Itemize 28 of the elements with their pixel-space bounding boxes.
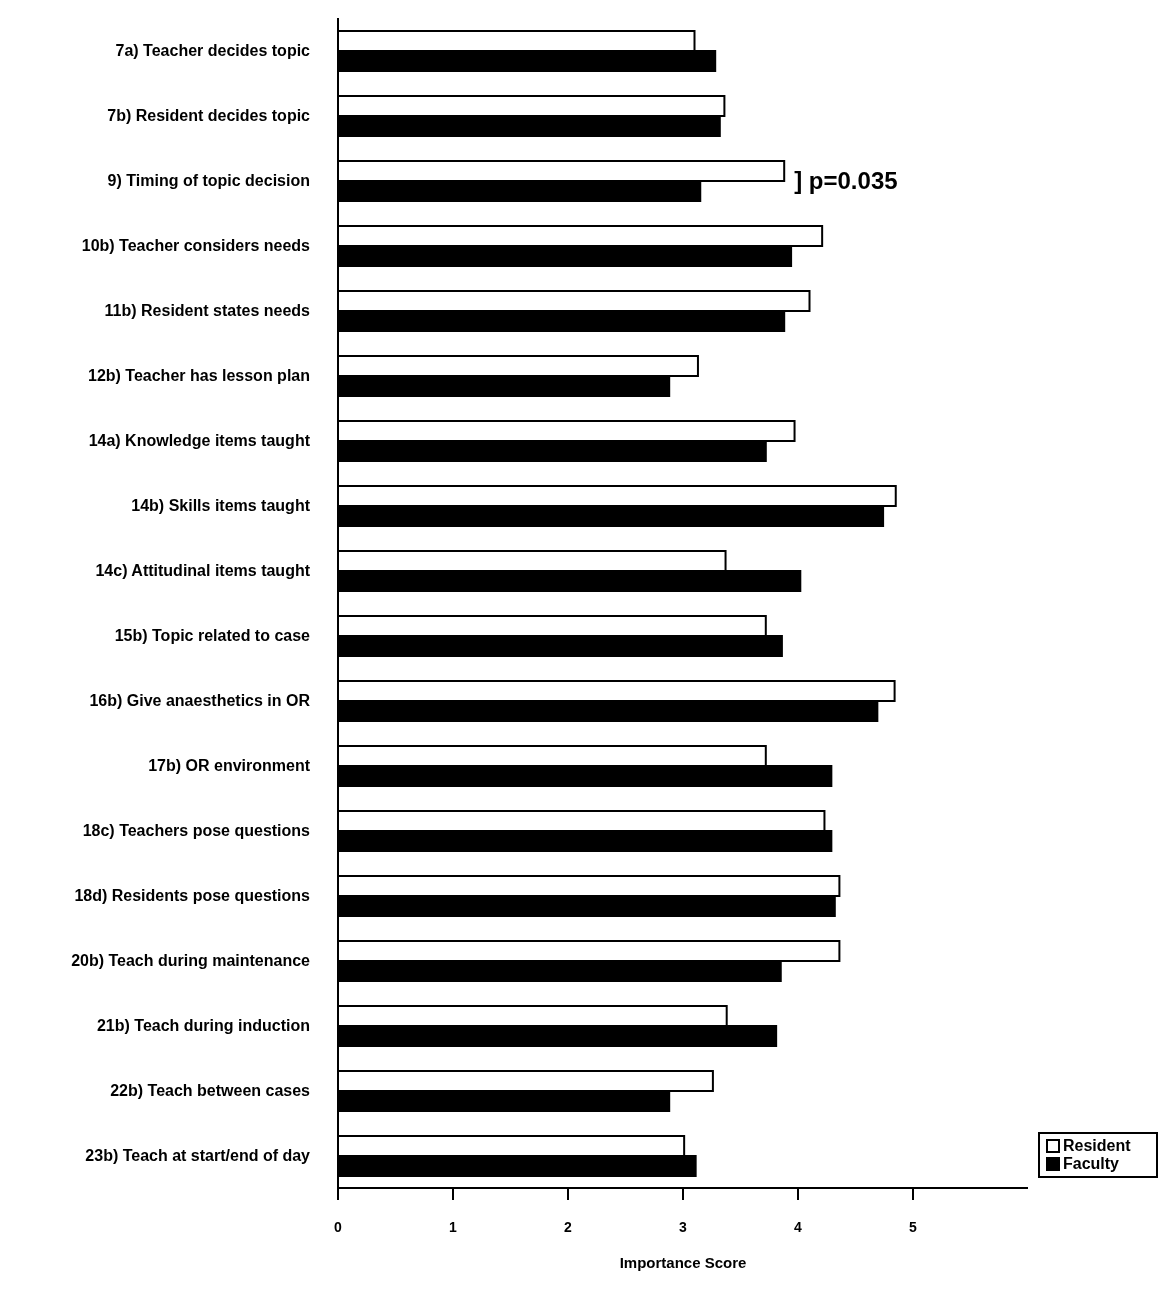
y-tick-label: 23b) Teach at start/end of day (85, 1147, 311, 1165)
y-tick-label: 7a) Teacher decides topic (115, 42, 311, 60)
y-tick-label: 22b) Teach between cases (110, 1082, 311, 1100)
x-tick-label: 5 (909, 1218, 918, 1235)
y-tick-label: 7b) Resident decides topic (107, 107, 311, 125)
y-tick-label: 15b) Topic related to case (114, 627, 311, 645)
y-tick-label: 14c) Attitudinal items taught (95, 562, 311, 580)
legend-label: Faculty (1063, 1155, 1120, 1173)
y-tick-label: 21b) Teach during induction (96, 1017, 310, 1035)
annotation: ] p=0.035 (794, 167, 898, 195)
legend-label: Resident (1063, 1137, 1131, 1155)
y-tick-label: 14a) Knowledge items taught (88, 432, 311, 450)
x-tick-label: 1 (449, 1218, 458, 1235)
y-tick-label: 18d) Residents pose questions (74, 887, 311, 905)
y-tick-label: 20b) Teach during maintenance (71, 952, 311, 970)
y-tick-label: 16b) Give anaesthetics in OR (89, 692, 311, 710)
y-tick-label: 18c) Teachers pose questions (82, 822, 311, 840)
x-tick-label: 0 (334, 1218, 343, 1235)
y-tick-label: 14b) Skills items taught (131, 497, 311, 515)
x-tick-label: 2 (564, 1218, 573, 1235)
y-tick-label: 17b) OR environment (148, 757, 311, 775)
y-tick-label: 10b) Teacher considers needs (81, 237, 311, 255)
y-tick-label: 11b) Resident states needs (104, 302, 311, 320)
y-tick-label: 9) Timing of topic decision (107, 172, 310, 190)
y-tick-label: 12b) Teacher has lesson plan (87, 367, 310, 385)
x-axis-title: Importance Score (619, 1254, 747, 1271)
x-tick-label: 4 (794, 1218, 803, 1235)
x-tick-label: 3 (679, 1218, 688, 1235)
